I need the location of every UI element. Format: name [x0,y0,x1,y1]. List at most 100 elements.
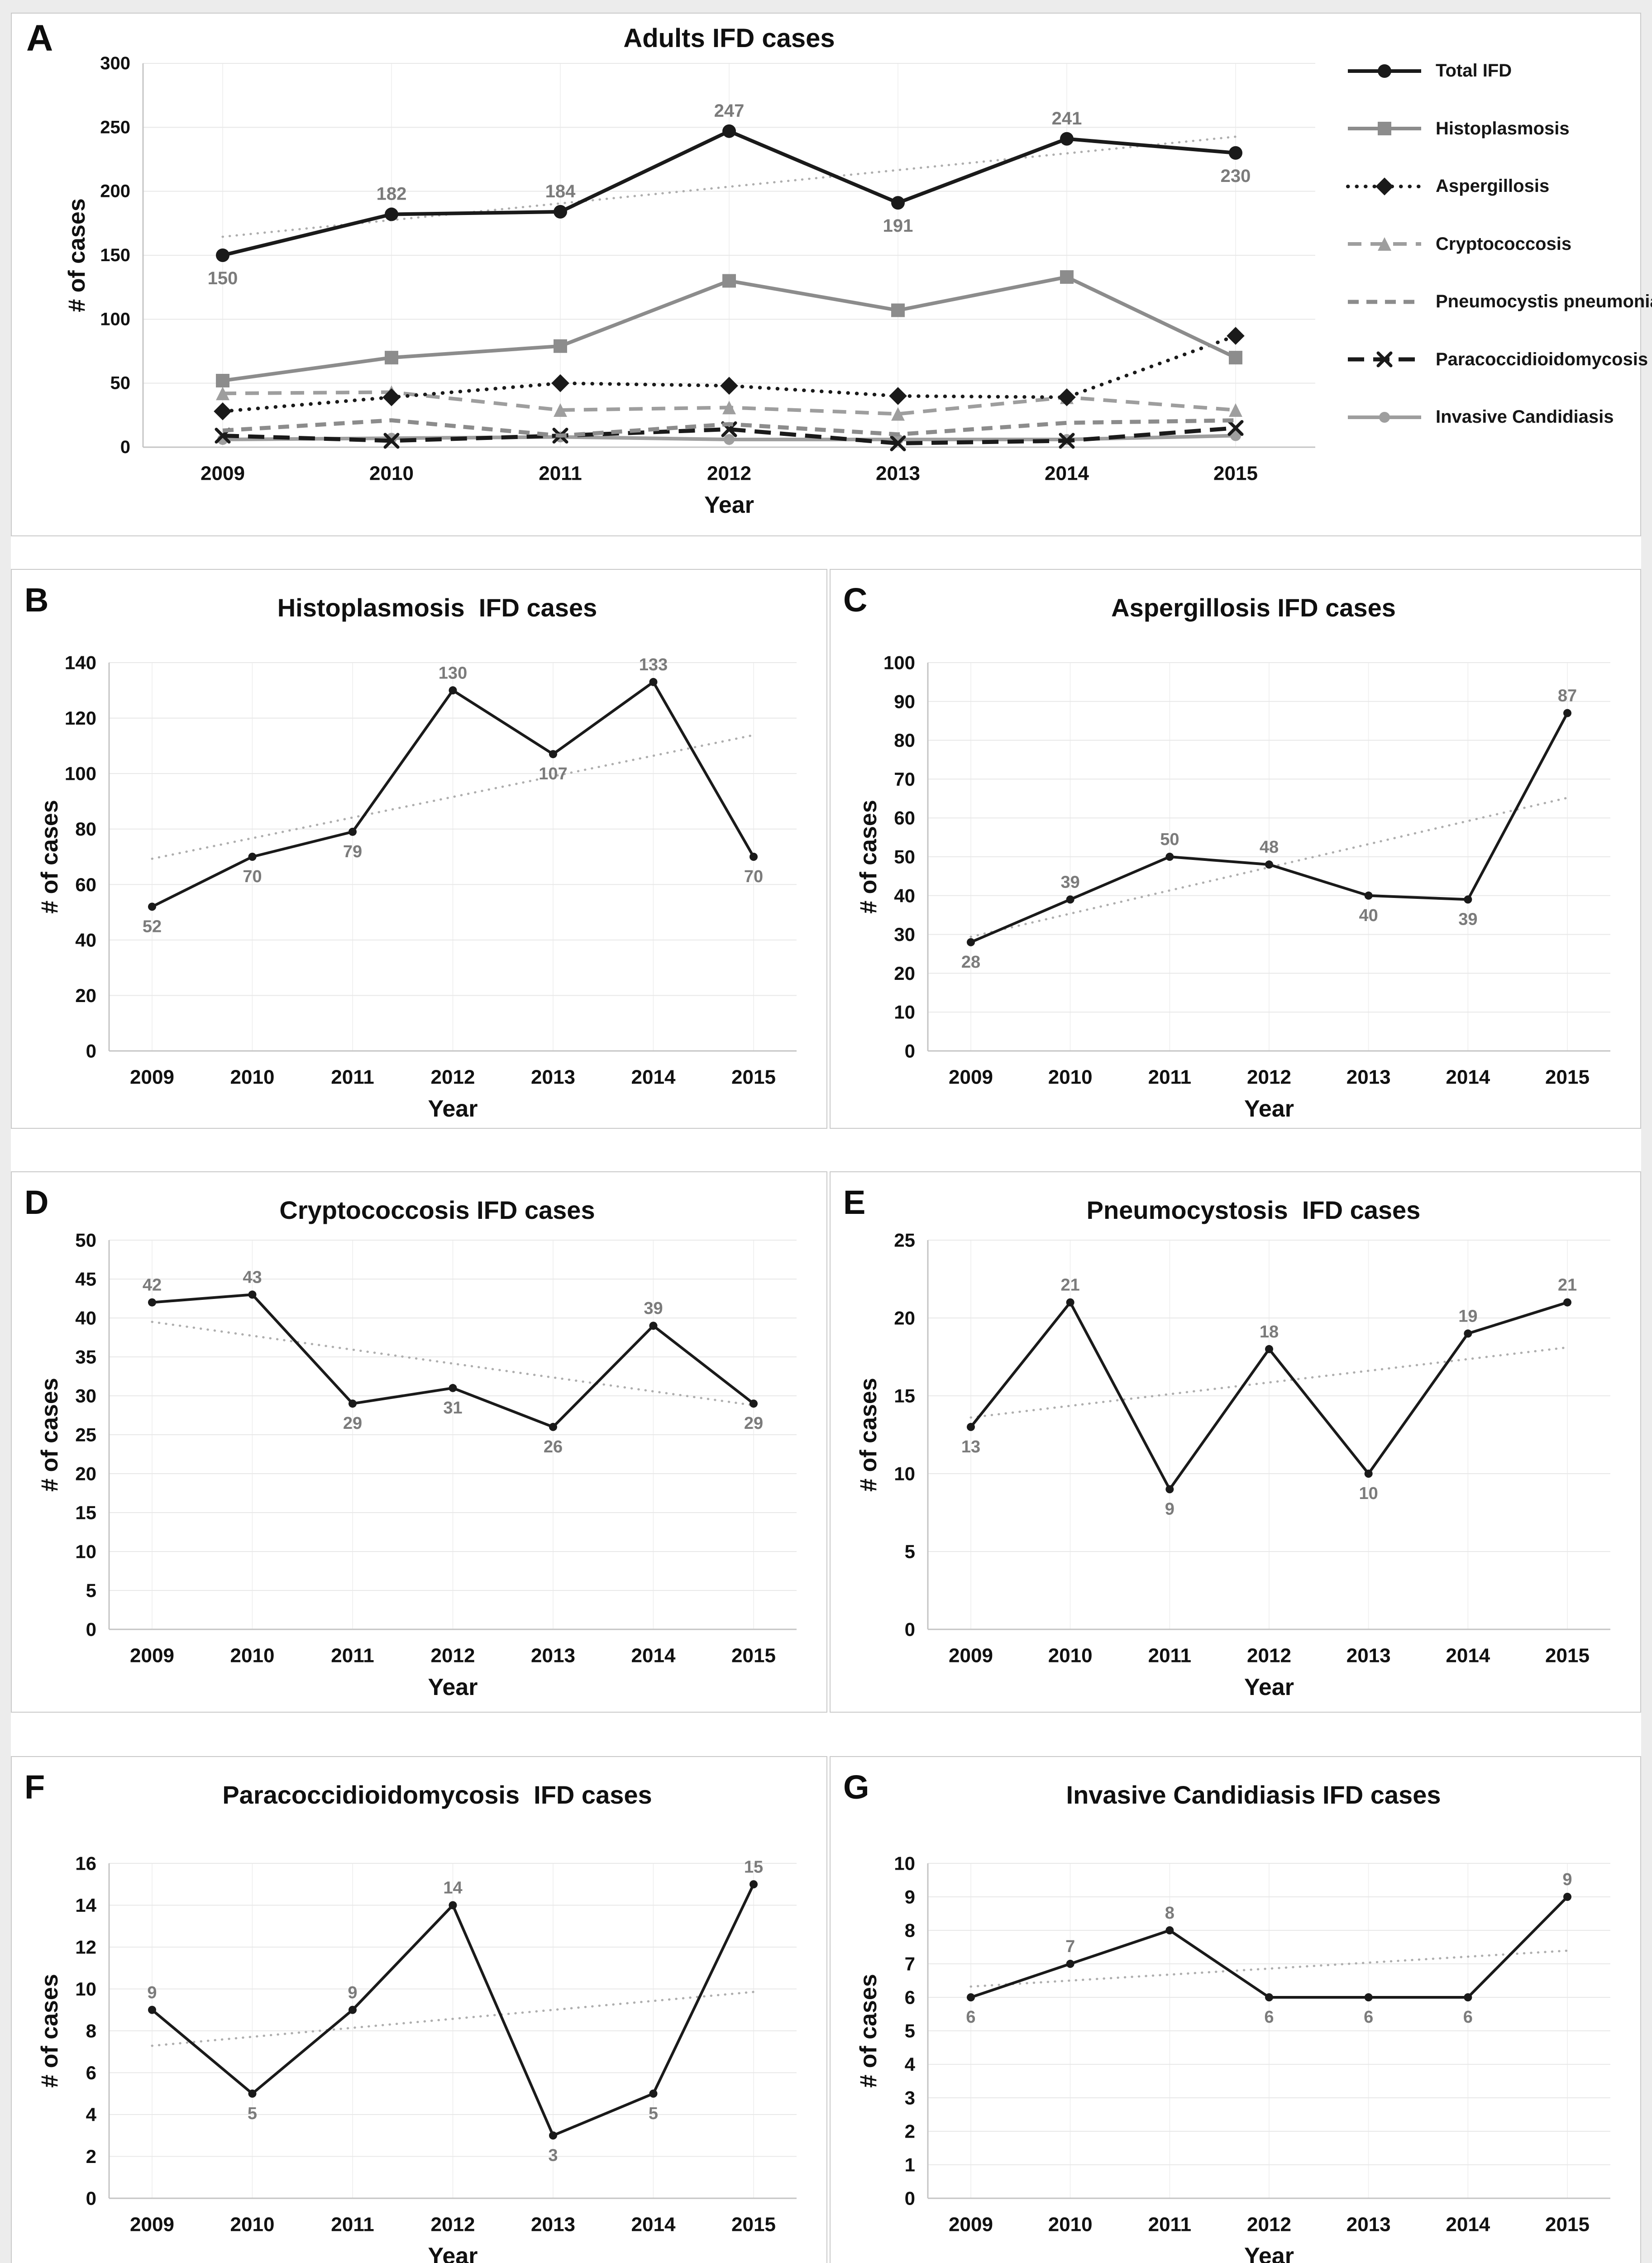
svg-text:4: 4 [905,2054,916,2075]
svg-text:60: 60 [894,807,915,829]
svg-text:150: 150 [100,245,130,265]
svg-text:2009: 2009 [130,2214,174,2236]
svg-text:6: 6 [966,2008,975,2027]
chart-title: Paracoccidioidomycosis IFD cases [222,1781,652,1809]
svg-text:0: 0 [120,437,130,457]
pneumocystosis-line-chart: 0 5 10 15 20 25 2009 2010 2011 2012 2013 2014 2015 13… [894,1230,1610,1667]
panel-letter: D [24,1184,49,1221]
chart-title: Histoplasmosis IFD cases [277,593,597,622]
panel-aspergillosis: 0 10 20 30 40 50 60 70 80 90 100 2009 2010 2011 2012 20… [830,569,1641,1129]
panel-invasive-candidiasis: 0 1 2 3 4 5 6 7 8 9 10 2009 2010 2011 2012 2013 2014 2015… [830,1756,1641,2263]
svg-text:2009: 2009 [949,1645,993,1667]
y-axis-label: # of cases [64,198,90,312]
svg-text:2010: 2010 [230,1645,275,1667]
svg-text:30: 30 [894,924,915,945]
svg-text:60: 60 [75,874,96,895]
svg-text:20: 20 [75,1463,96,1485]
svg-text:2: 2 [905,2121,915,2142]
y-axis-label: # of cases [37,1974,63,2088]
svg-text:5: 5 [649,2104,658,2123]
svg-text:2013: 2013 [531,2214,575,2236]
svg-text:28: 28 [961,953,980,972]
svg-text:0: 0 [905,1041,915,1062]
legend: Total IFD Histoplasmosis Aspergillosis Cryp… [1346,61,1652,427]
svg-text:4: 4 [86,2104,97,2125]
svg-text:52: 52 [143,917,162,936]
svg-text:100: 100 [883,652,915,673]
svg-text:2012: 2012 [707,463,751,485]
svg-text:2014: 2014 [1446,2214,1490,2236]
svg-text:2010: 2010 [369,463,414,485]
y-axis-label: # of cases [37,800,63,914]
svg-text:2011: 2011 [331,2214,374,2236]
svg-text:35: 35 [75,1346,96,1368]
svg-text:39: 39 [1061,873,1080,892]
svg-text:120: 120 [65,707,96,729]
svg-text:5: 5 [905,2020,915,2042]
y-axis-label: # of cases [855,1378,882,1492]
x-axis-label: Year [704,492,754,518]
x-axis-label: Year [428,1674,478,1700]
svg-text:130: 130 [439,664,467,683]
svg-text:29: 29 [744,1414,763,1433]
legend-item-total-ifd: Total IFD [1346,61,1639,81]
svg-text:7: 7 [1065,1937,1075,1956]
svg-text:2012: 2012 [1247,1066,1291,1089]
paracoccidioidomycosis-line-chart: 0 2 4 6 8 10 12 14 16 2009 2010 2011 2012 2013 2014 201… [75,1853,797,2236]
svg-text:2013: 2013 [1346,1066,1391,1089]
svg-text:2010: 2010 [1048,1066,1093,1089]
legend-label: Histoplasmosis [1436,118,1570,138]
svg-text:20: 20 [894,1308,915,1329]
svg-text:16: 16 [75,1853,96,1874]
svg-text:19: 19 [1458,1307,1477,1326]
svg-text:2012: 2012 [1247,1645,1291,1667]
svg-text:8: 8 [905,1920,915,1941]
svg-text:1: 1 [905,2154,915,2176]
cryptococcosis-line-chart: 0 5 10 15 20 25 30 35 40 45 50 2009 2010 2011 2012 2013… [75,1230,797,1667]
cryptococcosis-line-sample-icon [1348,237,1421,251]
svg-text:2015: 2015 [731,1066,776,1089]
svg-text:2012: 2012 [431,2214,475,2236]
svg-text:26: 26 [544,1437,563,1456]
y-axis-label: # of cases [37,1378,63,1492]
svg-text:87: 87 [1558,687,1577,706]
svg-text:200: 200 [100,181,130,201]
paracoccidioidomycosis-line-sample-icon [1348,351,1421,368]
svg-text:14: 14 [75,1895,96,1916]
invasive-candidiasis-line-sample-icon [1348,411,1421,423]
legend-item-pneumocystis-pneumonia: Pneumocystis pneumonia [1346,291,1652,312]
svg-text:20: 20 [894,963,915,984]
svg-text:50: 50 [1160,830,1179,849]
y-axis-label: # of cases [855,1974,882,2088]
svg-text:18: 18 [1260,1322,1279,1342]
svg-text:10: 10 [75,1978,96,2000]
svg-text:9: 9 [147,1983,157,2002]
svg-text:2009: 2009 [130,1066,174,1089]
svg-text:31: 31 [443,1399,462,1418]
x-axis-label: Year [428,2243,478,2263]
svg-text:25: 25 [75,1424,96,1446]
svg-text:2009: 2009 [949,2214,993,2236]
pneumocystis-pneumonia-line-sample-icon [1348,300,1421,304]
svg-text:79: 79 [343,842,362,861]
panel-letter: C [843,581,868,619]
svg-text:10: 10 [894,1463,915,1485]
svg-text:5: 5 [248,2104,257,2123]
svg-text:6: 6 [86,2062,96,2083]
chart-title: Invasive Candidiasis IFD cases [1066,1781,1441,1809]
x-axis-label: Year [1244,1096,1294,1122]
svg-text:9: 9 [348,1983,357,2002]
aspergillosis-line-chart: 0 10 20 30 40 50 60 70 80 90 100 2009 2010 2011 2012 20… [883,652,1610,1089]
legend-item-invasive-candidiasis: Invasive Candidiasis [1346,407,1639,427]
svg-text:2013: 2013 [876,463,920,485]
svg-text:107: 107 [539,764,567,783]
chart-title: Aspergillosis IFD cases [1111,593,1396,622]
panel-pneumocystosis: 0 5 10 15 20 25 2009 2010 2011 2012 2013 2014 2015 13… [830,1171,1641,1713]
legend-label: Aspergillosis [1436,176,1550,196]
svg-text:2009: 2009 [130,1645,174,1667]
svg-text:250: 250 [100,117,130,137]
svg-text:6: 6 [905,1987,915,2008]
svg-text:29: 29 [343,1414,362,1433]
svg-text:90: 90 [894,691,915,712]
histoplasmosis-line-chart: 0 20 40 60 80 100 120 140 2009 2010 2011 2012 2013 20… [65,652,797,1089]
